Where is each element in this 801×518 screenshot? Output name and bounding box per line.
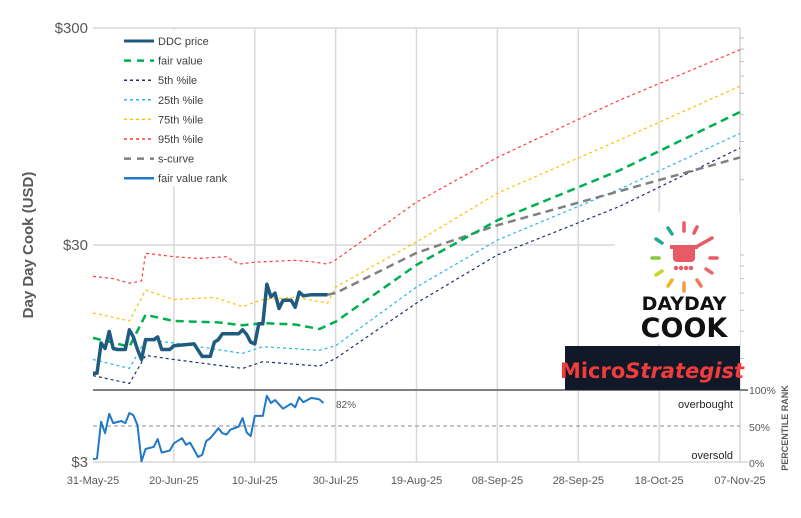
series-line-25th-ile (92, 132, 741, 369)
legend-label: 75th %ile (158, 114, 203, 126)
legend: DDC price fair value 5th %ile 25th %ile 75th… (115, 30, 245, 186)
x-tick-label: 18-Oct-25 (635, 475, 684, 487)
legend-label: 25th %ile (158, 95, 203, 107)
x-tick-label: 10-Jul-25 (232, 475, 278, 487)
svg-text:MicroStrategist: MicroStrategist (560, 359, 745, 383)
microstrategist-wordmark: Micro (560, 359, 625, 383)
microstrategist-wordmark: Strategist (625, 359, 745, 383)
daydaycook-wordmark: COOK (641, 313, 729, 344)
daydaycook-logo: DAYDAY COOK (615, 212, 740, 344)
legend-label: 5th %ile (158, 75, 197, 87)
rank-tick-label: 50% (749, 422, 770, 434)
series-line-fair-value (92, 110, 741, 348)
microstrategist-logo: MicroStrategist (560, 346, 745, 390)
y-tick-label: $30 (63, 237, 88, 254)
y-axis-label: Day Day Cook (USD) (20, 172, 37, 319)
x-tick-label: 08-Sep-25 (472, 475, 523, 487)
rank-last-value-label: 82% (336, 400, 356, 411)
x-tick-label: 07-Nov-25 (714, 475, 765, 487)
legend-label: 95th %ile (158, 134, 203, 146)
cooking-pot-icon (650, 221, 719, 293)
rank-tick-label: 100% (749, 385, 776, 397)
series-line-ddc-price (93, 282, 328, 375)
x-tick-label: 31-May-25 (67, 475, 120, 487)
series-layer (92, 49, 741, 463)
legend-label: s-curve (158, 154, 194, 166)
series-line-s-curve (327, 156, 741, 296)
legend-label: DDC price (158, 36, 209, 48)
overbought-label: overbought (678, 399, 733, 411)
grid (93, 27, 748, 463)
x-tick-label: 19-Aug-25 (391, 475, 442, 487)
daydaycook-wordmark: DAYDAY (642, 293, 727, 315)
x-tick-label: 30-Jul-25 (313, 475, 359, 487)
x-tick-label: 28-Sep-25 (553, 475, 604, 487)
rank-axis-label: PERCENTILE RANK (780, 385, 790, 471)
y-tick-label: $3 (71, 454, 88, 471)
y-tick-label: $300 (55, 20, 88, 37)
oversold-label: oversold (691, 450, 733, 462)
series-line-fair-value-rank (92, 394, 325, 463)
x-tick-label: 20-Jun-25 (149, 475, 199, 487)
axes: $300 $30 $3 Day Day Cook (USD) 100% 50% … (20, 20, 790, 487)
legend-label: fair value (158, 56, 203, 68)
legend-label: fair value rank (158, 173, 228, 185)
series-line-5th-ile (92, 147, 741, 385)
series-line-95th-ile (92, 49, 741, 284)
rank-tick-label: 0% (749, 458, 764, 470)
